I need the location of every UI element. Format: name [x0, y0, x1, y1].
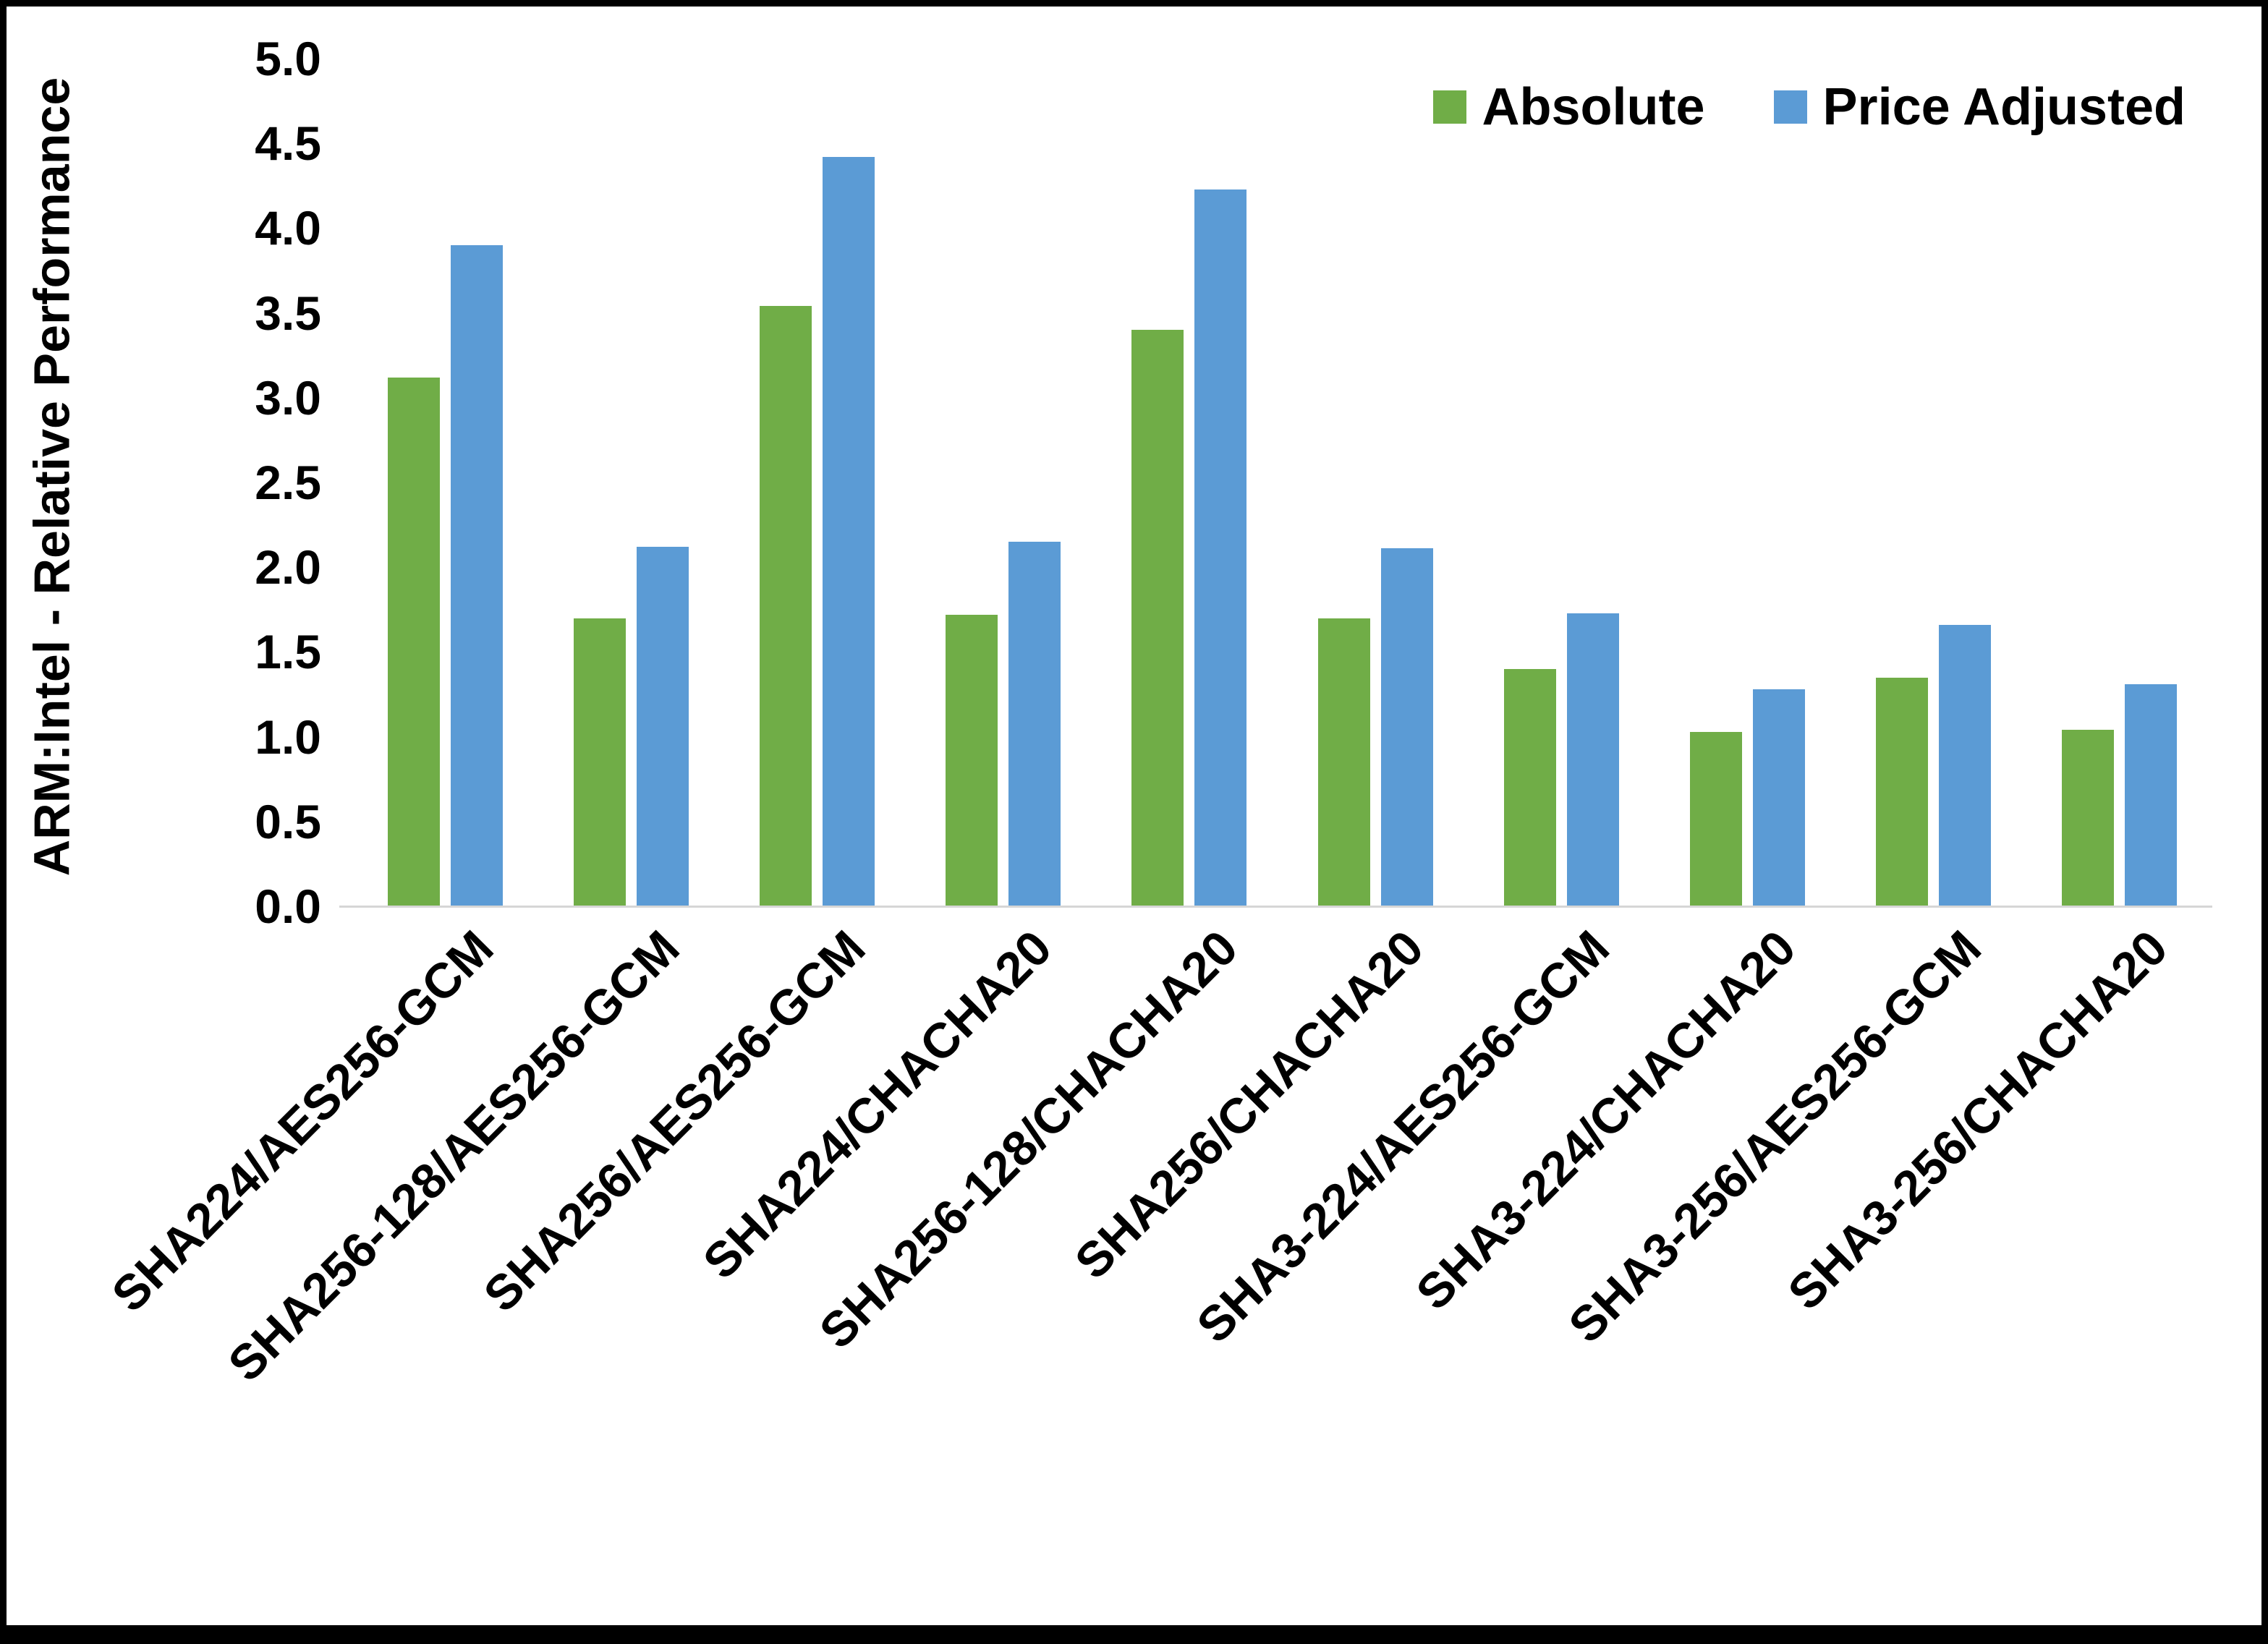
y-axis-tick-label: 2.0 [255, 540, 321, 595]
bar-price-adjusted [2124, 683, 2177, 906]
bar-group: SHA224/AES256-GCM [101, 59, 538, 1322]
bar-price-adjusted [823, 156, 875, 906]
bar-group: SHA3-256/CHACHA20 [1778, 59, 2212, 1321]
y-axis-title-wrap: ARM:Intel - Relative Performance [8, 28, 95, 925]
x-axis-category-label: SHA3-256/CHACHA20 [1777, 920, 2178, 1321]
bar-price-adjusted [1194, 189, 1247, 906]
legend-label: Absolute [1482, 78, 1705, 136]
legend-swatch-icon [1773, 90, 1807, 124]
bar-price-adjusted [1008, 542, 1061, 906]
legend-swatch-icon [1432, 90, 1466, 124]
y-axis-tick-label: 4.5 [255, 116, 321, 171]
bar-absolute [1317, 618, 1370, 906]
bar-price-adjusted [1938, 624, 1991, 906]
y-axis-tick-label: 1.5 [255, 625, 321, 679]
bar-group: SHA3-256/AES256-GCM [1558, 59, 2026, 1353]
bar-absolute [2061, 730, 2114, 906]
y-axis-tick-label: 2.5 [255, 456, 321, 509]
x-axis-category-label: SHA224/AES256-GCM [101, 920, 504, 1323]
bar-group: SHA224/CHACHA20 [692, 59, 1096, 1290]
bar-group: SHA3-224/AES256-GCM [1186, 59, 1655, 1353]
bar-group: SHA256-128/AES256-GCM [218, 59, 724, 1392]
x-axis-category-label: SHA3-224/CHACHA20 [1405, 920, 1806, 1321]
y-axis-tick-label: 1.0 [255, 710, 321, 764]
bar-price-adjusted [1566, 613, 1619, 906]
y-axis-tick-label: 5.0 [255, 32, 321, 85]
legend: Absolute Price Adjusted [1432, 77, 2186, 137]
plot-area: SHA224/AES256-GCM SHA256-128/AES256-GCM SH… [101, 59, 2212, 1392]
bar-absolute [1131, 330, 1184, 906]
bar-absolute [1503, 668, 1556, 906]
bar-groups: SHA224/AES256-GCM SHA256-128/AES256-GCM SH… [101, 59, 2212, 1392]
bar-group: SHA3-224/CHACHA20 [1406, 59, 1840, 1321]
bar-price-adjusted [1380, 548, 1433, 906]
bar-group: SHA256-128/CHACHA20 [809, 59, 1282, 1359]
x-axis-category-label: SHA224/CHACHA20 [692, 920, 1062, 1290]
legend-item: Price Adjusted [1773, 77, 2186, 137]
bar-price-adjusted [1752, 689, 1805, 906]
bar-price-adjusted [637, 547, 689, 906]
y-axis-ticks: 5.0 4.5 4.0 3.5 3.0 2.5 2.0 1.5 1.0 0.5 0.0 [93, 32, 339, 933]
legend-label: Price Adjusted [1822, 78, 2186, 136]
bar-absolute [1689, 731, 1742, 906]
bar-price-adjusted [451, 244, 504, 906]
bar-absolute [388, 377, 441, 906]
bar-absolute [1875, 677, 1928, 906]
x-axis-line [339, 906, 2212, 908]
bar-absolute [574, 618, 627, 906]
y-axis-title: ARM:Intel - Relative Performance [23, 77, 80, 877]
x-axis-category-label: SHA256/AES256-GCM [473, 920, 876, 1323]
y-axis-tick-label: 0.5 [255, 794, 321, 848]
bar-absolute [760, 306, 812, 906]
bar-group: SHA256/AES256-GCM [474, 59, 910, 1322]
y-axis-tick-label: 4.0 [255, 201, 321, 255]
bar-absolute [946, 614, 998, 906]
y-axis-tick-label: 3.5 [255, 286, 321, 340]
bar-group: SHA256/CHACHA20 [1064, 59, 1468, 1290]
y-axis-tick-label: 0.0 [255, 880, 321, 933]
y-axis-tick-label: 3.0 [255, 370, 321, 425]
x-axis-category-label: SHA256/CHACHA20 [1064, 920, 1434, 1290]
legend-item: Absolute [1432, 77, 1705, 137]
